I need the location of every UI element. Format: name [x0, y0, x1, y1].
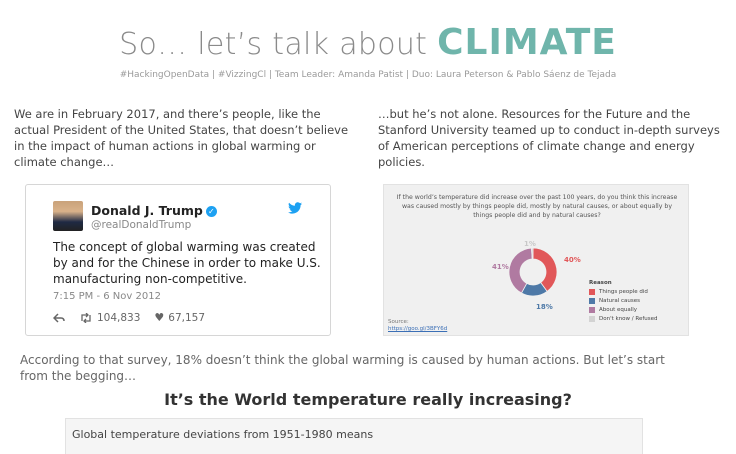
- legend-item: Natural causes: [589, 298, 658, 304]
- legend-swatch: [589, 298, 595, 304]
- intro-right-text: …but he’s not alone. Resources for the F…: [378, 107, 720, 169]
- twitter-bird-icon: [288, 202, 302, 214]
- tweet-card[interactable]: Donald J. Trump ✓ @realDonaldTrump The co…: [25, 184, 331, 336]
- legend-swatch: [589, 289, 595, 295]
- conclusion-text: According to that survey, 18% doesn’t th…: [20, 353, 665, 383]
- legend-swatch: [589, 316, 595, 322]
- survey-chart-card: If the world’s temperature did increase …: [383, 184, 689, 336]
- chart-legend: Reason Things people did Natural causes Ab…: [589, 280, 658, 325]
- title-accent: CLIMATE: [437, 22, 617, 63]
- legend-item: Things people did: [589, 289, 658, 295]
- tweet-author-name: Donald J. Trump: [91, 203, 203, 218]
- page-title: So… let’s talk about CLIMATE: [0, 22, 736, 63]
- intro-left-text: We are in February 2017, and there’s peo…: [14, 107, 349, 169]
- survey-question: If the world’s temperature did increase …: [396, 194, 678, 219]
- source-note: Source: https://goo.gl/3BFY6d: [388, 319, 447, 333]
- legend-label: About equally: [599, 307, 638, 313]
- like-action[interactable]: ♥ 67,157: [154, 311, 205, 324]
- donut-chart: [508, 247, 558, 297]
- like-count: 67,157: [168, 311, 206, 324]
- tweet-text: The concept of global warming was create…: [53, 240, 321, 286]
- tweet-handle[interactable]: @realDonaldTrump: [91, 219, 192, 231]
- title-prefix: So… let’s talk about: [119, 27, 438, 62]
- pct-label-natural: 18%: [536, 303, 553, 311]
- legend-title: Reason: [589, 280, 612, 286]
- source-label: Source:: [388, 319, 409, 325]
- avatar: [53, 201, 83, 231]
- section-heading: It’s the World temperature really increa…: [164, 390, 572, 409]
- credits-subtitle: #HackingOpenData | #VizzingCl | Team Lea…: [119, 70, 617, 80]
- reply-action[interactable]: [53, 312, 65, 323]
- timeseries-title: Global temperature deviations from 1951-…: [72, 428, 374, 441]
- legend-label: Things people did: [599, 289, 648, 295]
- legend-swatch: [589, 307, 595, 313]
- pct-label-people: 40%: [564, 256, 581, 264]
- tweet-actions: 104,833 ♥ 67,157: [53, 311, 205, 324]
- reply-icon: [53, 312, 65, 323]
- retweet-icon: [81, 312, 91, 323]
- legend-label: Don't know / Refused: [599, 316, 658, 322]
- legend-item: Don't know / Refused: [589, 316, 658, 322]
- tweet-author: Donald J. Trump ✓: [91, 203, 217, 218]
- retweet-action[interactable]: 104,833: [79, 312, 140, 324]
- legend-label: Natural causes: [599, 298, 641, 304]
- pct-label-dontknow: 1%: [524, 240, 536, 248]
- source-link[interactable]: https://goo.gl/3BFY6d: [388, 326, 448, 332]
- pct-label-equal: 41%: [492, 263, 509, 271]
- retweet-count: 104,833: [97, 311, 141, 324]
- tweet-timestamp[interactable]: 7:15 PM - 6 Nov 2012: [53, 291, 161, 302]
- legend-item: About equally: [589, 307, 658, 313]
- heart-icon: ♥: [154, 311, 165, 324]
- donut-slice-don-t-know-refused[interactable]: [531, 247, 534, 260]
- verified-icon: ✓: [205, 206, 217, 217]
- timeseries-chart-card: Global temperature deviations from 1951-…: [65, 418, 643, 454]
